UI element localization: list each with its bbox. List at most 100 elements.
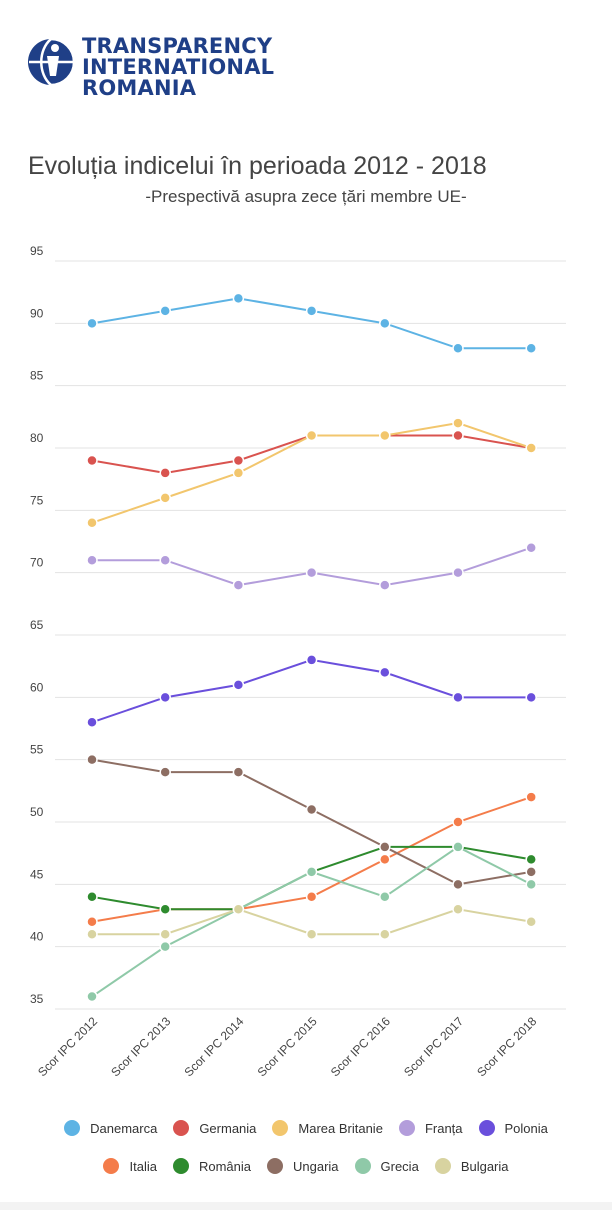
x-tick-label: Scor IPC 2012 [35, 1014, 100, 1079]
y-tick-label: 70 [30, 556, 44, 570]
y-tick-label: 40 [30, 930, 44, 944]
ti-logo: TRANSPARENCY INTERNATIONAL ROMANIA [26, 36, 274, 99]
data-point [86, 928, 98, 940]
data-point [232, 579, 245, 591]
legend-label: Grecia [380, 1158, 419, 1174]
y-tick-label: 60 [30, 680, 44, 694]
data-point [452, 841, 464, 853]
legend-dot [64, 1120, 81, 1136]
data-point [86, 990, 98, 1003]
data-point [159, 492, 171, 504]
data-point [232, 292, 245, 305]
data-point [86, 317, 98, 330]
y-tick-label: 85 [30, 369, 44, 383]
data-point [525, 878, 537, 891]
legend-item: Franța [398, 1120, 463, 1136]
legend-dot [172, 1158, 189, 1174]
data-point [305, 654, 318, 666]
legend-dot [173, 1120, 190, 1136]
legend-label: Polonia [504, 1120, 548, 1136]
data-point [159, 940, 171, 953]
data-point [452, 342, 464, 355]
data-point [232, 766, 245, 778]
legend-dot [478, 1120, 495, 1136]
data-point [305, 305, 318, 317]
data-point [86, 554, 98, 566]
data-point [86, 915, 98, 928]
data-point [379, 317, 391, 330]
data-point [305, 891, 318, 903]
y-tick-label: 65 [30, 618, 44, 632]
legend-item: Italia [103, 1158, 157, 1174]
legend-dot [354, 1158, 371, 1174]
data-point [379, 666, 391, 679]
logo-line-2: INTERNATIONAL [82, 55, 275, 79]
data-point [86, 891, 98, 903]
x-tick-label: Scor IPC 2018 [474, 1014, 539, 1079]
data-point [86, 753, 98, 766]
data-point [305, 866, 318, 878]
series-line-5 [91, 796, 532, 923]
legend-item: Ungaria [266, 1158, 339, 1174]
data-point [379, 891, 391, 903]
legend-label: Bulgaria [460, 1158, 509, 1174]
chart-title: Evoluția indicelui în perioada 2012 - 20… [28, 152, 487, 180]
y-tick-label: 80 [30, 431, 44, 445]
x-tick-label: Scor IPC 2013 [108, 1014, 173, 1079]
y-tick-label: 90 [30, 306, 44, 320]
data-point [525, 866, 537, 878]
legend-dot [103, 1158, 120, 1174]
legend-dot [266, 1158, 283, 1174]
x-tick-label: Scor IPC 2017 [401, 1014, 466, 1079]
data-point [525, 691, 537, 704]
data-point [452, 566, 464, 579]
y-tick-label: 95 [30, 244, 44, 258]
data-point [159, 766, 171, 778]
legend-label: Germania [199, 1120, 257, 1136]
data-point [379, 928, 391, 940]
x-tick-label: Scor IPC 2015 [255, 1014, 320, 1079]
data-point [159, 554, 171, 566]
legend-dot [398, 1120, 415, 1136]
data-point [305, 928, 318, 940]
y-tick-label: 55 [30, 743, 44, 757]
footer-bar [0, 1202, 612, 1210]
data-point [379, 429, 391, 442]
legend-item: Grecia [354, 1158, 419, 1174]
legend-item: România [172, 1158, 251, 1174]
legend-item: Danemarca [64, 1120, 157, 1136]
data-point [452, 816, 464, 828]
logo-line-1: TRANSPARENCY [82, 34, 273, 58]
data-point [232, 454, 245, 467]
data-point [305, 803, 318, 816]
ti-globe-person-icon [28, 37, 76, 87]
data-point [86, 454, 98, 467]
data-point [86, 716, 98, 729]
data-point [159, 928, 171, 940]
legend-item: Bulgaria [434, 1158, 509, 1174]
data-point [525, 541, 537, 554]
data-point [525, 442, 537, 454]
legend-dot [272, 1120, 289, 1136]
data-point [159, 305, 171, 317]
data-point [525, 791, 537, 803]
y-tick-label: 35 [30, 992, 44, 1006]
series-line-4 [91, 658, 532, 724]
data-point [159, 903, 171, 916]
data-point [232, 679, 245, 691]
data-point [305, 429, 318, 442]
data-point [159, 467, 171, 479]
data-point [452, 691, 464, 704]
x-tick-label: Scor IPC 2014 [181, 1014, 246, 1079]
legend-row-1: Danemarca Germania Marea Britanie Franța Pol… [0, 1120, 612, 1136]
x-tick-label: Scor IPC 2016 [328, 1014, 393, 1079]
chart-subtitle: -Prespectivă asupra zece țări membre UE- [145, 187, 467, 206]
data-point [305, 566, 318, 579]
data-point [379, 579, 391, 591]
data-point [86, 517, 98, 529]
data-point [452, 417, 464, 429]
legend-row-2: Italia România Ungaria Grecia Bulgaria [0, 1158, 612, 1174]
legend-dot [434, 1158, 451, 1174]
data-point [379, 841, 391, 853]
